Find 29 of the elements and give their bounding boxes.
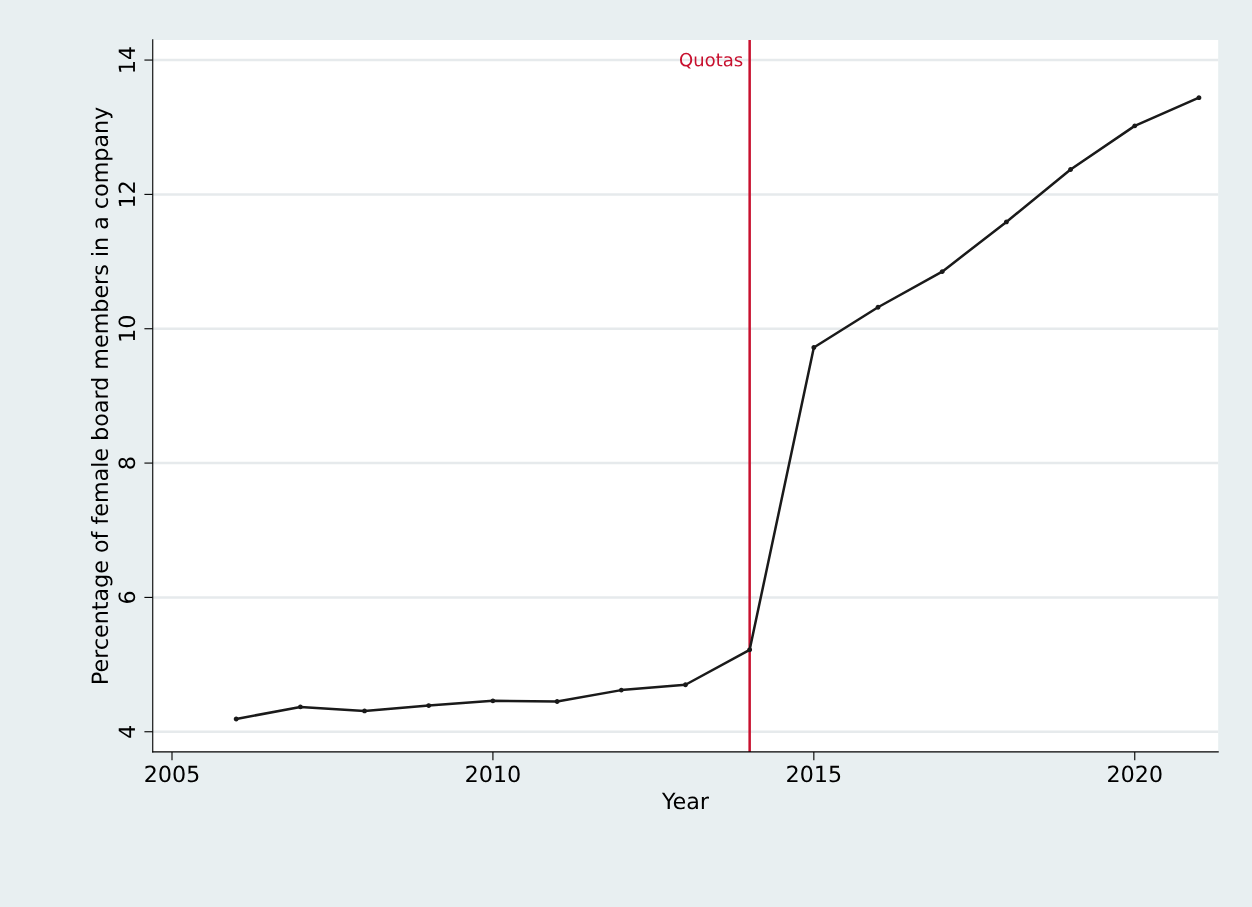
x-tick-label: 2010 <box>466 765 520 783</box>
point <box>1196 95 1202 101</box>
point <box>875 304 881 310</box>
point <box>233 716 239 722</box>
y-tick-label: 8 <box>118 457 136 469</box>
y-tick-label: 14 <box>118 47 135 72</box>
x-tick-label: 2005 <box>145 765 199 783</box>
point <box>1003 219 1009 225</box>
point <box>362 708 367 714</box>
ref-line-label: Quotas <box>680 52 743 69</box>
y-tick-label: 12 <box>118 182 135 207</box>
point <box>683 682 688 688</box>
x-axis-title: Year <box>661 792 709 810</box>
point <box>1132 123 1138 129</box>
x-tick-label: 2015 <box>787 765 841 783</box>
point <box>939 269 945 275</box>
point <box>811 345 817 350</box>
y-tick-label: 10 <box>118 316 136 341</box>
y-tick-label: 6 <box>118 591 136 603</box>
y-axis-title: Percentage of female board members in a company <box>90 107 113 683</box>
point <box>1068 167 1074 172</box>
x-tick-label: 2020 <box>1108 765 1162 783</box>
point <box>618 687 624 693</box>
point <box>297 704 303 710</box>
point <box>426 703 432 708</box>
point <box>490 698 496 704</box>
point <box>747 647 753 653</box>
point <box>554 699 560 704</box>
y-tick-label: 4 <box>118 725 135 738</box>
